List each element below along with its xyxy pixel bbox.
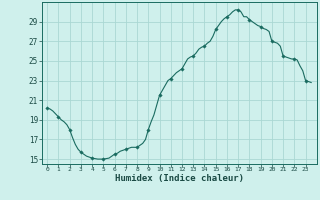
- X-axis label: Humidex (Indice chaleur): Humidex (Indice chaleur): [115, 174, 244, 183]
